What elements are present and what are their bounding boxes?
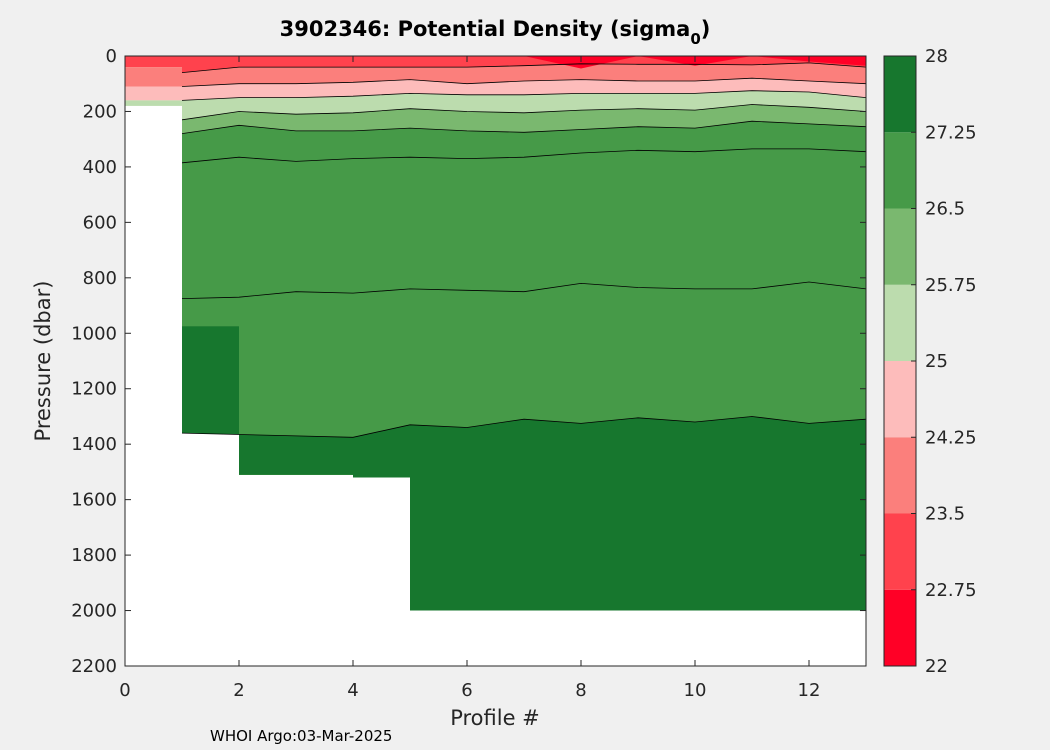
y-tick-label: 0: [106, 46, 117, 67]
y-tick-label: 600: [83, 212, 117, 233]
colorbar-tick-label: 27.25: [925, 122, 977, 143]
y-tick-label: 800: [83, 268, 117, 289]
y-tick-label: 1200: [71, 379, 117, 400]
left-cap-4: [125, 100, 182, 106]
y-tick-label: 2000: [71, 601, 117, 622]
colorbar-band-24.25: [884, 361, 916, 438]
y-tick-label: 400: [83, 157, 117, 178]
left-cap-3: [125, 86, 182, 101]
isopycnal-line-25.75: [181, 120, 867, 134]
colorbar-tick-label: 26.5: [925, 199, 965, 220]
colorbar-tick-label: 28: [925, 46, 948, 67]
colorbar-tick-label: 25.75: [925, 275, 977, 296]
x-tick-label: 12: [798, 680, 821, 701]
colorbar-tick-label: 25: [925, 351, 948, 372]
y-tick-label: 1400: [71, 434, 117, 455]
colorbar-band-23.5: [884, 437, 916, 514]
plot-frame: [124, 55, 867, 667]
colorbar-tick-label: 23.5: [925, 504, 965, 525]
density-band-27.25: [182, 326, 866, 611]
isopycnal-line-24.25: [181, 90, 867, 101]
y-tick-label: 1000: [71, 323, 117, 344]
colorbar-band-25: [884, 284, 916, 361]
y-tick-label: 2200: [71, 656, 117, 677]
x-tick-label: 8: [575, 680, 586, 701]
y-tick-label: 200: [83, 101, 117, 122]
isopycnal-line-26.5: [181, 148, 867, 164]
colorbar-tick-label: 24.25: [925, 427, 977, 448]
left-cap-1: [125, 56, 182, 68]
isopycnal-line-27.25: [181, 281, 867, 299]
x-axis-label: Profile #: [450, 706, 540, 730]
colorbar-band-27.25: [884, 56, 916, 133]
isopycnal-line-23.5: [181, 77, 867, 87]
chart-title: 3902346: Potential Density (sigma0): [280, 17, 711, 48]
x-tick-label: 6: [461, 680, 472, 701]
x-tick-label: 0: [119, 680, 130, 701]
colorbar: 22 22.75 23.5 24.25 25 25.75 26.5 27.25 28: [883, 46, 977, 677]
isopycnal-line-28: [181, 416, 867, 438]
isopycnal-line-25: [181, 104, 867, 121]
plot-area: 0 2 4 6 8 10 12 0 200 400 600 800 1000 1200 1400 1600 1…: [71, 46, 867, 701]
colorbar-band-25.75: [884, 208, 916, 285]
colorbar-band-22: [884, 589, 916, 666]
y-tick-label: 1800: [71, 545, 117, 566]
footer-credit: WHOI Argo:03-Mar-2025: [210, 727, 392, 745]
x-tick-label: 10: [684, 680, 707, 701]
isopycnal-line-22.75: [181, 62, 867, 73]
colorbar-band-26.5: [884, 132, 916, 209]
x-tick-label: 4: [347, 680, 358, 701]
y-axis-label: Pressure (dbar): [31, 281, 55, 442]
y-tick-label: 1600: [71, 490, 117, 511]
colorbar-tick-label: 22.75: [925, 580, 977, 601]
left-cap-2: [125, 67, 182, 87]
colorbar-band-22.75: [884, 513, 916, 590]
x-tick-label: 2: [233, 680, 244, 701]
colorbar-tick-label: 22: [925, 656, 948, 677]
